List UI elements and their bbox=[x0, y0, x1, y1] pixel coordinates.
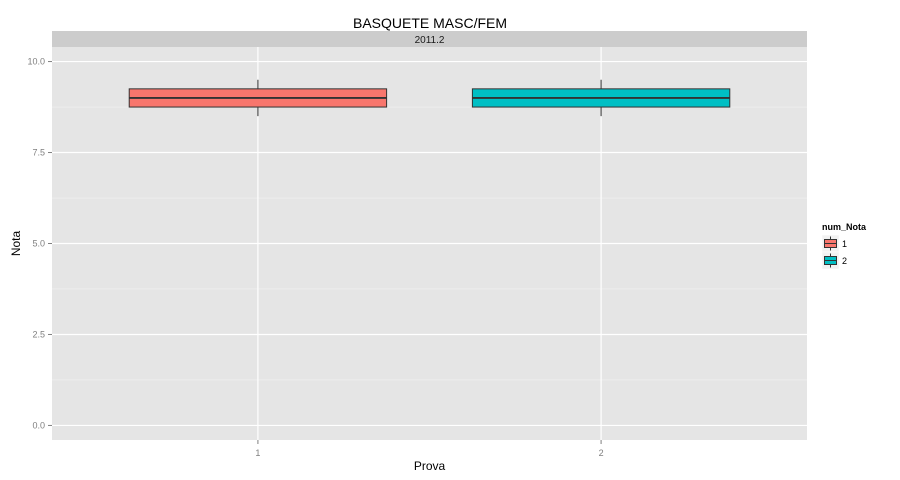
y-axis-title: Nota bbox=[9, 231, 23, 257]
y-tick-label: 2.5 bbox=[32, 329, 45, 339]
facet-strip-label: 2011.2 bbox=[415, 35, 445, 46]
legend: num_Nota 1 2 bbox=[821, 222, 867, 270]
y-axis-ticks: 0.0 2.5 5.0 7.5 10.0 bbox=[27, 57, 52, 430]
legend-title: num_Nota bbox=[822, 222, 867, 232]
legend-label: 2 bbox=[842, 256, 847, 266]
boxplot-marks bbox=[128, 79, 731, 117]
y-tick-label: 10.0 bbox=[27, 57, 45, 67]
x-tick-label: 1 bbox=[255, 448, 260, 458]
legend-key-1 bbox=[821, 234, 840, 253]
chart-title: BASQUETE MASC/FEM bbox=[353, 15, 507, 31]
legend-key-2 bbox=[821, 251, 840, 270]
x-tick-label: 2 bbox=[599, 448, 604, 458]
facet-strip bbox=[52, 31, 807, 47]
legend-label: 1 bbox=[842, 239, 847, 249]
x-axis-title: Prova bbox=[414, 459, 446, 473]
y-tick-label: 7.5 bbox=[32, 148, 45, 158]
y-tick-label: 0.0 bbox=[32, 420, 45, 430]
y-tick-label: 5.0 bbox=[32, 239, 45, 249]
